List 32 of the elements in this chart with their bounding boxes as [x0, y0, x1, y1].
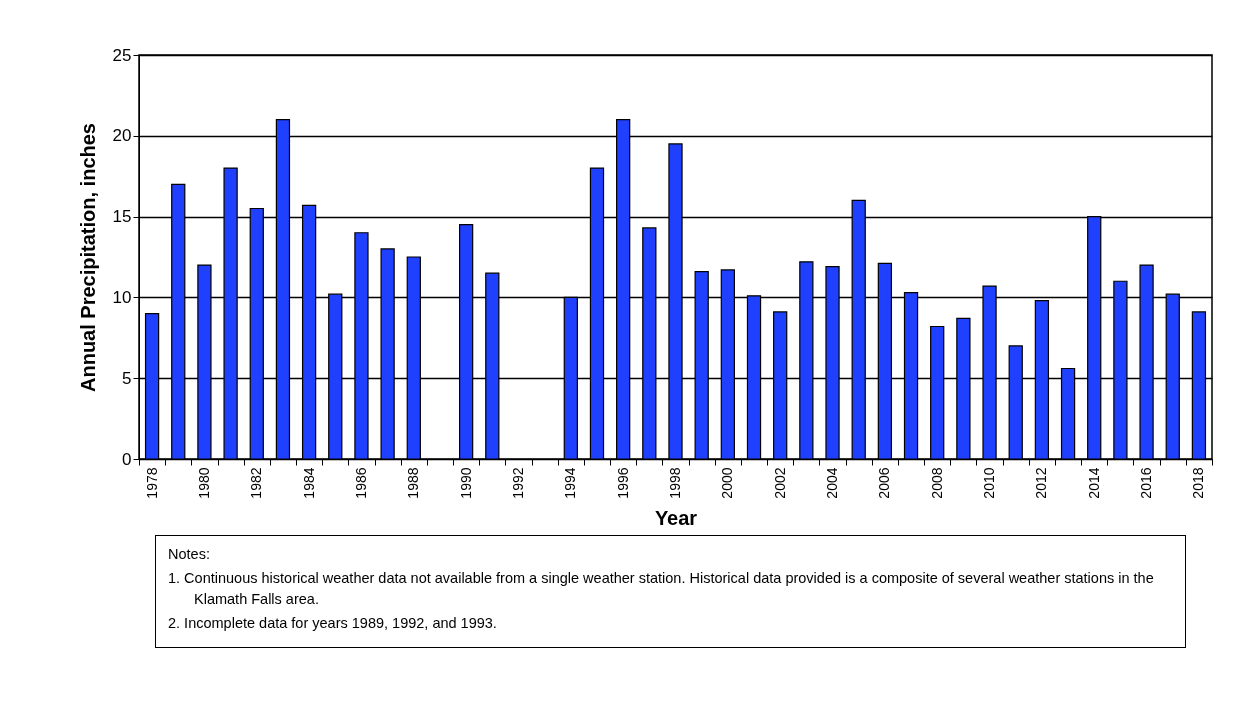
- text: 1. Continuous historical weather data not available from a single weather station. Historical data provided is a composite of several weather stations in the Klamath Falls area.: [168, 569, 1155, 609]
- y-tick-label: 20: [112, 126, 132, 146]
- x-tick-label: 1992: [509, 467, 526, 499]
- y-tick-label: 25: [112, 45, 132, 65]
- y-tick-label: 0: [122, 449, 132, 469]
- x-tick-label: 2018: [1190, 467, 1207, 499]
- x-tick-label: 2004: [824, 467, 841, 499]
- text: Notes:: [168, 545, 211, 564]
- x-tick-label: 1988: [405, 467, 422, 499]
- x-tick-label: 2002: [771, 467, 788, 499]
- x-tick-label: 2008: [928, 467, 945, 499]
- x-tick-label: 1986: [352, 467, 369, 499]
- x-tick-label: 1998: [667, 467, 683, 499]
- x-tick-label: 1978: [143, 467, 160, 499]
- x-tick-label: 1996: [614, 467, 631, 499]
- x-tick-label: 2000: [719, 467, 736, 499]
- x-tick-label: 2010: [981, 467, 998, 499]
- y-tick-label: 15: [112, 207, 132, 227]
- x-tick-label: 1984: [300, 467, 317, 499]
- x-tick-label: 1982: [248, 467, 265, 499]
- x-tick-label: 2006: [876, 467, 893, 499]
- x-tick-label: 2014: [1085, 467, 1102, 499]
- text: 2. Incomplete data for years 1989, 1992, and 1993.: [168, 613, 498, 633]
- x-tick-label: 1990: [457, 467, 474, 499]
- x-tick-label: 2016: [1138, 467, 1155, 499]
- y-tick-label: 10: [112, 287, 132, 307]
- y-tick-label: 5: [122, 368, 132, 388]
- x-axis-title: Year: [654, 506, 698, 529]
- x-tick-label: 1994: [562, 467, 579, 499]
- x-tick-label: 1980: [195, 467, 212, 499]
- x-tick-label: 2012: [1033, 467, 1050, 499]
- y-axis-title: Annual Precipitation, inches: [76, 123, 99, 392]
